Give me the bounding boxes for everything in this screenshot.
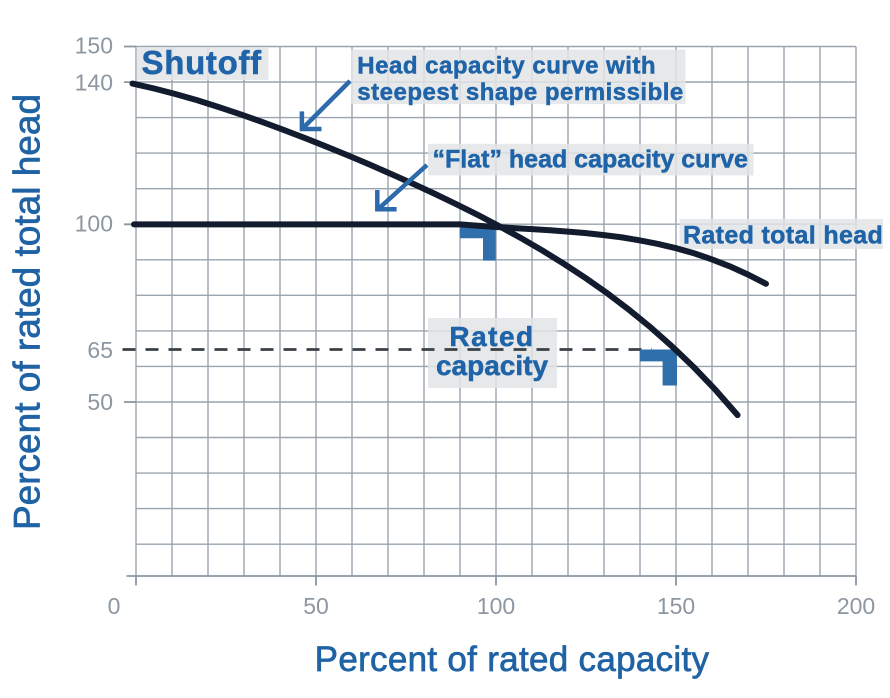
svg-text:Rated total head: Rated total head	[683, 222, 883, 250]
svg-text:140: 140	[75, 69, 113, 95]
svg-text:0: 0	[108, 593, 121, 619]
svg-text:50: 50	[87, 389, 113, 415]
svg-text:steepest shape permissible: steepest shape permissible	[357, 79, 683, 106]
svg-text:capacity: capacity	[436, 350, 548, 381]
svg-text:Rated: Rated	[449, 321, 534, 352]
svg-text:“Flat” head capacity curve: “Flat” head capacity curve	[433, 146, 749, 174]
svg-text:65: 65	[87, 337, 113, 363]
svg-text:Percent of rated capacity: Percent of rated capacity	[315, 640, 710, 679]
svg-text:50: 50	[303, 593, 329, 619]
svg-text:Head capacity curve with: Head capacity curve with	[357, 53, 656, 80]
svg-text:Shutoff: Shutoff	[142, 44, 263, 81]
svg-text:150: 150	[657, 593, 695, 619]
svg-text:100: 100	[75, 211, 113, 237]
svg-text:100: 100	[477, 593, 515, 619]
svg-text:150: 150	[75, 32, 113, 58]
svg-text:Percent of rated total head: Percent of rated total head	[7, 94, 48, 530]
svg-text:200: 200	[837, 593, 875, 619]
